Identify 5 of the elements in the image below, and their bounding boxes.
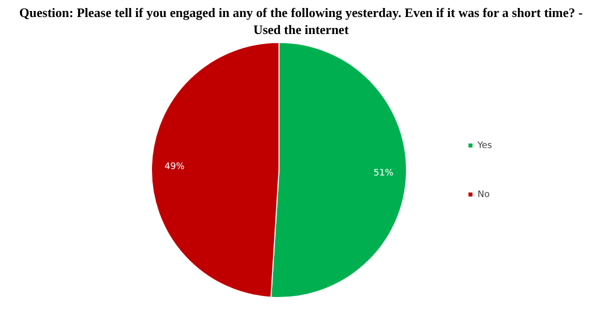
data-label: 51%	[373, 168, 394, 179]
legend-label: Yes	[476, 140, 492, 151]
chart-title: Question: Please tell if you engaged in any of the following yesterday. Even if it was for a short time? - Used the internet	[18, 4, 584, 38]
legend-label: No	[477, 190, 490, 200]
data-label: 49%	[164, 162, 185, 172]
